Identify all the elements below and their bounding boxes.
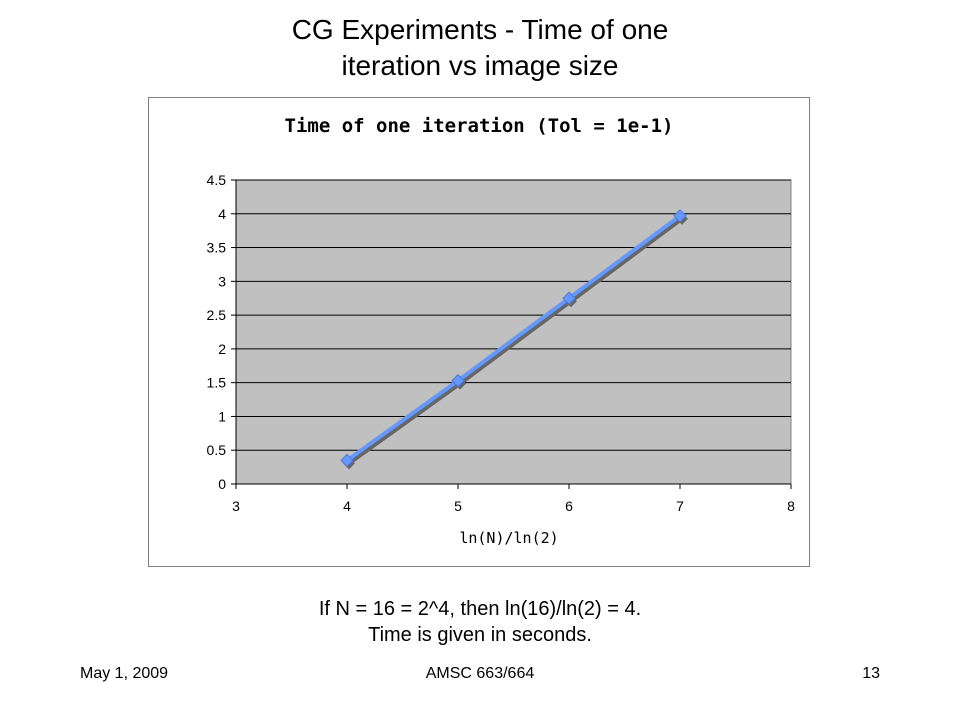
y-tick-label: 3.5 [207,240,227,256]
caption: If N = 16 = 2^4, then ln(16)/ln(2) = 4. … [0,596,960,648]
slide-title-line-2: iteration vs image size [341,50,619,81]
data-point [340,453,354,468]
y-tick-label: 0.5 [207,442,227,458]
y-tick-label: 1.5 [207,375,227,391]
footer-date: May 1, 2009 [80,665,169,682]
x-axis-title: ln(N)/ln(2) [459,529,558,547]
y-tick-label: 0 [218,476,226,492]
data-point [673,209,687,223]
footer-page-number: 13 [862,665,880,682]
x-tick-label: 5 [454,498,462,514]
y-tick-label: 2 [218,341,226,357]
data-point [562,291,576,305]
series-line-shadow [347,216,684,466]
x-tick-label: 8 [787,498,795,514]
caption-line-2: Time is given in seconds. [368,624,592,646]
plot-background [235,179,792,485]
y-tick-label: 1 [218,408,226,424]
x-tick-label: 3 [232,498,240,514]
y-tick-label: 2.5 [207,307,227,323]
chart-title: Time of one iteration (Tol = 1e-1) [285,115,674,137]
chart-svg: Time of one iteration (Tol = 1e-1) 0 0.5 1… [207,115,796,547]
slide-title: CG Experiments - Time of one iteration v… [0,12,960,84]
y-tick-label: 3 [218,273,226,289]
data-point [451,373,465,388]
y-tick-label: 4.5 [207,172,227,188]
x-tick-label: 6 [565,498,573,514]
x-tick-label: 4 [343,498,351,514]
y-tick-label: 4 [218,206,226,222]
series-line [345,213,682,463]
x-tick-label: 7 [676,498,684,514]
footer-course: AMSC 663/664 [425,665,535,682]
caption-line-1: If N = 16 = 2^4, then ln(16)/ln(2) = 4. [318,598,642,620]
slide-title-line-1: CG Experiments - Time of one [291,14,669,45]
chart-area: Time of one iteration (Tol = 1e-1) 0 0.5 1… [148,97,810,567]
